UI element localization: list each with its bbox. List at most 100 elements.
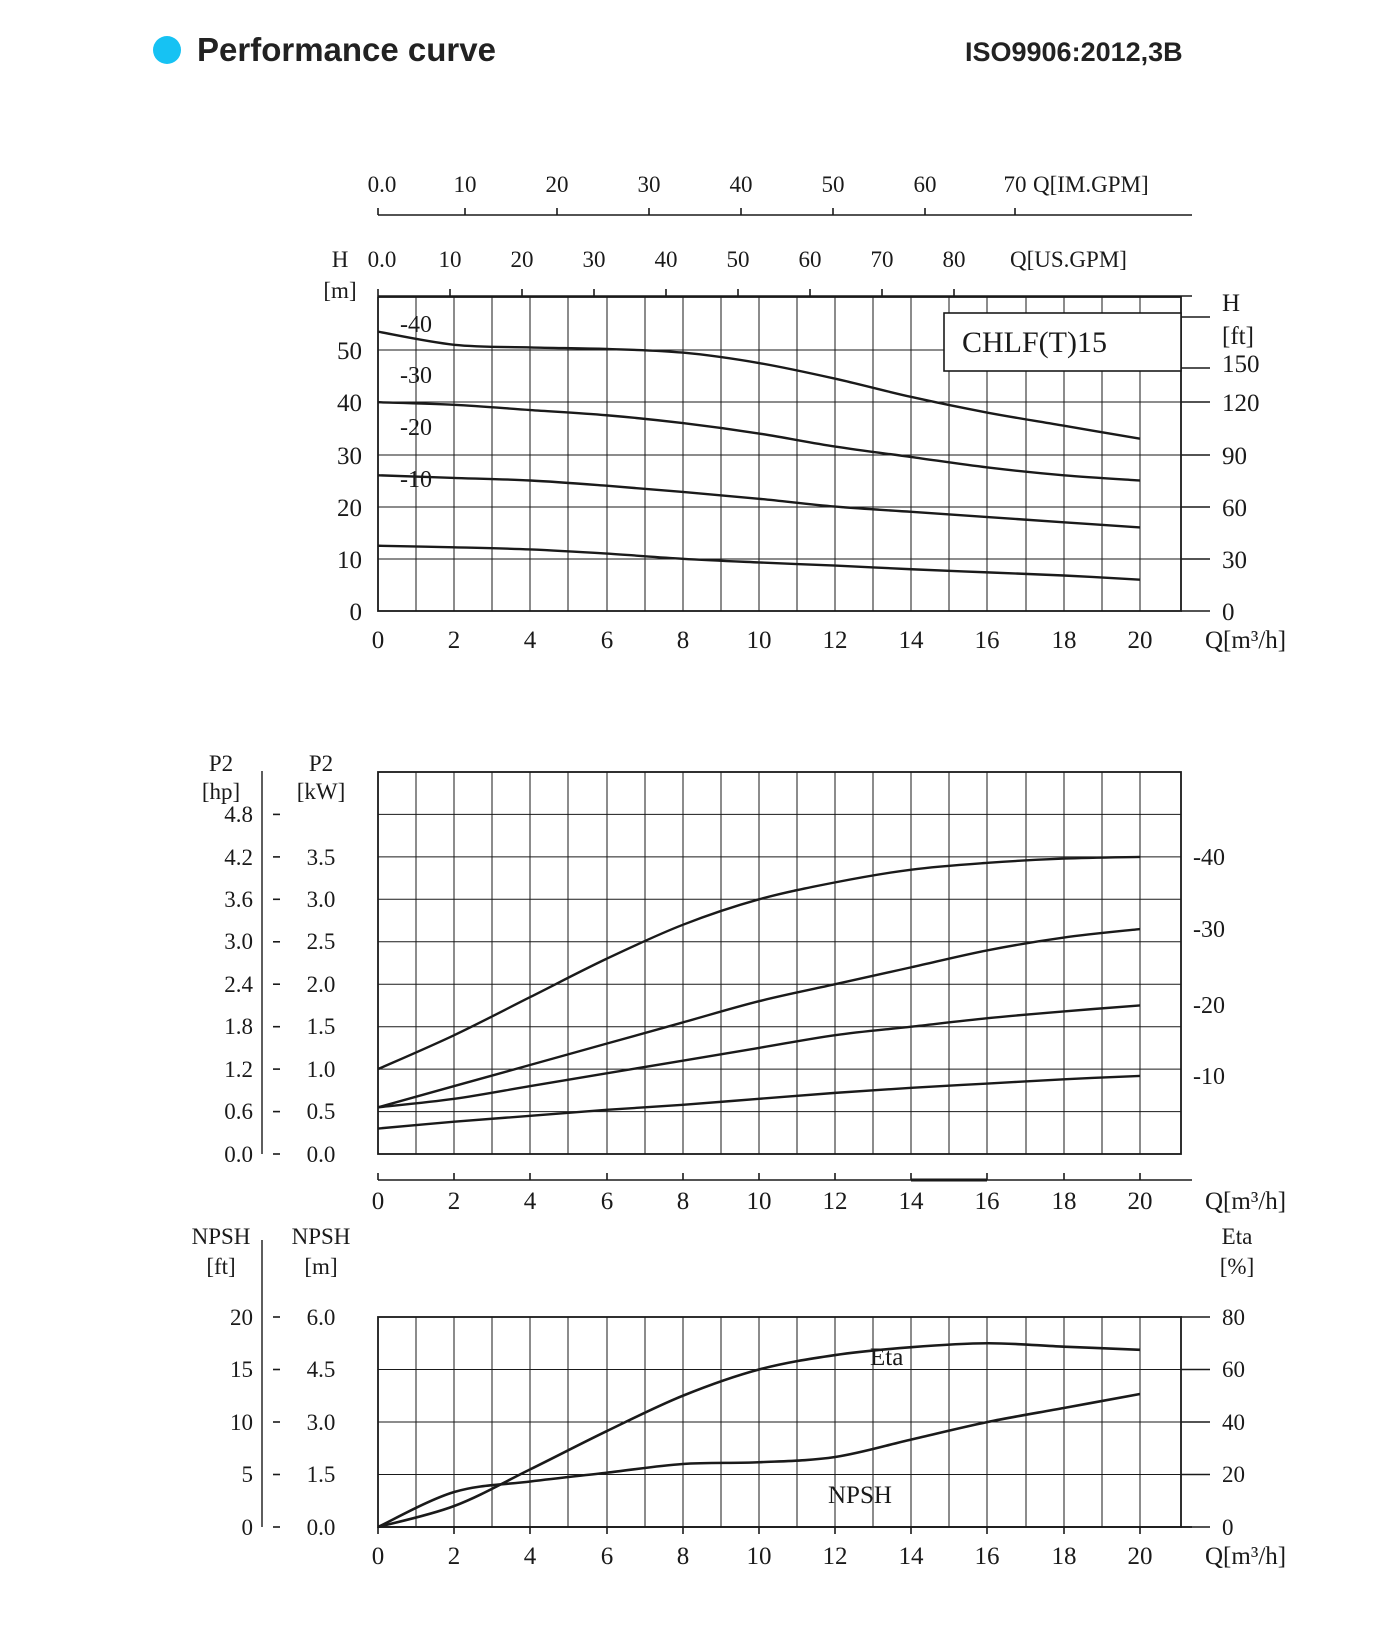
svg-text:[ft]: [ft] bbox=[206, 1254, 235, 1279]
svg-text:2.0: 2.0 bbox=[307, 972, 336, 997]
svg-text:ISO9906:2012,3B: ISO9906:2012,3B bbox=[965, 37, 1183, 67]
svg-text:4: 4 bbox=[524, 627, 537, 654]
svg-text:-10: -10 bbox=[1193, 1064, 1225, 1090]
svg-text:6.0: 6.0 bbox=[307, 1305, 336, 1330]
svg-text:[%]: [%] bbox=[1220, 1254, 1254, 1279]
svg-text:14: 14 bbox=[899, 1543, 925, 1570]
svg-text:30: 30 bbox=[638, 172, 661, 197]
svg-text:3.0: 3.0 bbox=[307, 1410, 336, 1435]
svg-text:10: 10 bbox=[337, 547, 362, 574]
svg-text:20: 20 bbox=[511, 247, 534, 272]
svg-text:0.0: 0.0 bbox=[307, 1515, 336, 1540]
svg-text:10: 10 bbox=[439, 247, 462, 272]
svg-text:1.5: 1.5 bbox=[307, 1014, 336, 1039]
svg-text:70: 70 bbox=[871, 247, 894, 272]
svg-text:70: 70 bbox=[1004, 172, 1027, 197]
svg-text:2.5: 2.5 bbox=[307, 929, 336, 954]
svg-text:H: H bbox=[1222, 290, 1240, 317]
svg-text:15: 15 bbox=[230, 1357, 253, 1382]
svg-text:4: 4 bbox=[524, 1188, 537, 1215]
svg-text:NPSH: NPSH bbox=[192, 1224, 251, 1249]
svg-text:H: H bbox=[332, 247, 349, 272]
svg-text:CHLF(T)15: CHLF(T)15 bbox=[962, 326, 1107, 359]
svg-text:0: 0 bbox=[1222, 599, 1235, 626]
svg-text:120: 120 bbox=[1222, 390, 1260, 417]
svg-text:[hp]: [hp] bbox=[202, 779, 240, 804]
svg-text:0: 0 bbox=[372, 627, 385, 654]
svg-text:Q[US.GPM]: Q[US.GPM] bbox=[1010, 247, 1127, 272]
svg-text:10: 10 bbox=[747, 1188, 772, 1215]
svg-text:[ft]: [ft] bbox=[1222, 323, 1254, 350]
svg-text:0.0: 0.0 bbox=[368, 172, 397, 197]
svg-text:Q[m³/h]: Q[m³/h] bbox=[1205, 627, 1286, 654]
svg-text:10: 10 bbox=[747, 627, 772, 654]
svg-text:1.5: 1.5 bbox=[307, 1462, 336, 1487]
svg-text:20: 20 bbox=[337, 495, 362, 522]
svg-text:60: 60 bbox=[799, 247, 822, 272]
svg-text:[m]: [m] bbox=[304, 1254, 337, 1279]
svg-text:16: 16 bbox=[975, 1188, 1000, 1215]
svg-text:4: 4 bbox=[524, 1543, 537, 1570]
svg-text:[kW]: [kW] bbox=[297, 779, 346, 804]
svg-text:20: 20 bbox=[1222, 1462, 1245, 1487]
svg-text:P2: P2 bbox=[209, 751, 233, 776]
svg-text:150: 150 bbox=[1222, 351, 1260, 378]
svg-text:-20: -20 bbox=[1193, 993, 1225, 1019]
svg-text:-30: -30 bbox=[1193, 917, 1225, 943]
svg-text:18: 18 bbox=[1052, 627, 1077, 654]
svg-text:12: 12 bbox=[823, 1188, 848, 1215]
svg-text:Eta: Eta bbox=[870, 1344, 903, 1371]
svg-text:12: 12 bbox=[823, 627, 848, 654]
svg-text:50: 50 bbox=[727, 247, 750, 272]
svg-text:3.6: 3.6 bbox=[224, 887, 253, 912]
svg-text:30: 30 bbox=[337, 443, 362, 470]
svg-text:0.5: 0.5 bbox=[307, 1099, 336, 1124]
svg-text:8: 8 bbox=[677, 1188, 690, 1215]
svg-text:50: 50 bbox=[822, 172, 845, 197]
svg-text:-20: -20 bbox=[400, 415, 432, 441]
svg-text:14: 14 bbox=[899, 1188, 925, 1215]
svg-text:20: 20 bbox=[230, 1305, 253, 1330]
svg-text:Q[IM.GPM]: Q[IM.GPM] bbox=[1033, 172, 1149, 197]
svg-text:30: 30 bbox=[1222, 547, 1247, 574]
svg-text:3.5: 3.5 bbox=[307, 845, 336, 870]
svg-text:40: 40 bbox=[1222, 1410, 1245, 1435]
svg-text:0: 0 bbox=[372, 1543, 385, 1570]
svg-text:20: 20 bbox=[1128, 1543, 1153, 1570]
svg-text:5: 5 bbox=[242, 1462, 254, 1487]
svg-text:14: 14 bbox=[899, 627, 925, 654]
svg-text:60: 60 bbox=[914, 172, 937, 197]
svg-text:2: 2 bbox=[448, 627, 461, 654]
svg-text:20: 20 bbox=[546, 172, 569, 197]
svg-text:6: 6 bbox=[601, 1188, 614, 1215]
svg-text:0.0: 0.0 bbox=[368, 247, 397, 272]
svg-text:0.6: 0.6 bbox=[224, 1099, 253, 1124]
svg-text:Performance curve: Performance curve bbox=[197, 31, 496, 68]
svg-text:10: 10 bbox=[747, 1543, 772, 1570]
svg-text:NPSH: NPSH bbox=[292, 1224, 351, 1249]
svg-text:60: 60 bbox=[1222, 495, 1247, 522]
svg-text:30: 30 bbox=[583, 247, 606, 272]
svg-text:60: 60 bbox=[1222, 1357, 1245, 1382]
svg-text:3.0: 3.0 bbox=[224, 929, 253, 954]
svg-text:12: 12 bbox=[823, 1543, 848, 1570]
svg-text:2: 2 bbox=[448, 1543, 461, 1570]
svg-text:Eta: Eta bbox=[1222, 1224, 1253, 1249]
svg-text:P2: P2 bbox=[309, 751, 333, 776]
svg-text:40: 40 bbox=[730, 172, 753, 197]
svg-text:10: 10 bbox=[454, 172, 477, 197]
svg-text:2: 2 bbox=[448, 1188, 461, 1215]
svg-text:-40: -40 bbox=[400, 312, 432, 338]
svg-text:-10: -10 bbox=[400, 467, 432, 493]
svg-text:8: 8 bbox=[677, 1543, 690, 1570]
svg-text:8: 8 bbox=[677, 627, 690, 654]
svg-text:3.0: 3.0 bbox=[307, 887, 336, 912]
svg-text:6: 6 bbox=[601, 1543, 614, 1570]
svg-text:6: 6 bbox=[601, 627, 614, 654]
svg-text:4.8: 4.8 bbox=[224, 802, 253, 827]
svg-text:4.5: 4.5 bbox=[307, 1357, 336, 1382]
svg-text:0.0: 0.0 bbox=[224, 1142, 253, 1167]
svg-text:18: 18 bbox=[1052, 1188, 1077, 1215]
svg-text:Q[m³/h]: Q[m³/h] bbox=[1205, 1188, 1286, 1215]
svg-text:-40: -40 bbox=[1193, 845, 1225, 871]
